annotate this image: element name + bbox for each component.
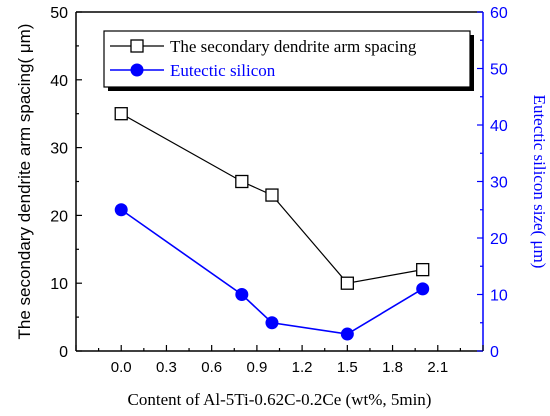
legend-marker-circle xyxy=(130,63,144,77)
data-point-circle xyxy=(416,282,430,296)
data-point-circle xyxy=(340,327,354,341)
y-right-tick-label: 0 xyxy=(490,344,499,361)
y-left-tick-label: 50 xyxy=(50,5,68,22)
y-left-tick-label: 10 xyxy=(50,276,68,293)
x-tick-label: 0.6 xyxy=(201,359,222,376)
y-axis-right-label: Eutectic silicon size( μm) xyxy=(530,95,549,269)
axes-layer: 0 10 20 30 40 50 0 10 20 30 40 50 60 0.0 0.3 0.6 0.9 1.2 1… xyxy=(50,5,508,376)
legend-marker-square xyxy=(130,39,144,53)
series-line-eutectic-silicon xyxy=(120,209,424,335)
data-point-circle xyxy=(235,288,249,301)
y-right-tick-label: 50 xyxy=(490,62,508,79)
legend-label: The secondary dendrite arm spacing xyxy=(170,37,417,56)
legend: The secondary dendrite arm spacing Eutect… xyxy=(103,30,474,91)
x-tick-label: 0.3 xyxy=(156,359,177,376)
y-right-tick-label: 10 xyxy=(490,288,508,305)
y-axis-left-label: The secondary dendrite arm spacing( μm) xyxy=(15,24,34,340)
x-tick-label: 2.1 xyxy=(427,359,448,376)
data-point-square xyxy=(265,188,279,202)
y-right-tick-label: 20 xyxy=(490,231,508,248)
x-tick-label: 1.5 xyxy=(337,359,358,376)
y-left-tick-label: 20 xyxy=(50,208,68,225)
data-point-circle xyxy=(114,203,128,217)
data-point-square xyxy=(340,276,354,290)
axis-titles: The secondary dendrite arm spacing( μm) … xyxy=(15,24,549,409)
series-layer xyxy=(114,107,430,341)
legend-label: Eutectic silicon xyxy=(170,61,276,80)
x-tick-label: 1.2 xyxy=(292,359,313,376)
y-left-tick-label: 0 xyxy=(59,344,68,361)
data-point-square xyxy=(416,262,430,277)
data-point-square xyxy=(114,107,128,121)
y-left-tick-label: 40 xyxy=(50,73,68,90)
y-right-tick-label: 40 xyxy=(490,118,508,135)
x-axis-label: Content of Al-5Ti-0.62C-0.2Ce (wt%, 5min… xyxy=(128,390,432,409)
data-point-square xyxy=(235,174,249,189)
data-point-circle xyxy=(265,316,279,330)
x-tick-label: 1.8 xyxy=(382,359,403,376)
y-left-tick-label: 30 xyxy=(50,141,68,158)
x-tick-label: 0.9 xyxy=(246,359,267,376)
legend-box xyxy=(103,30,471,88)
y-right-tick-label: 30 xyxy=(490,175,508,192)
x-tick-label: 0.0 xyxy=(111,359,132,376)
y-right-tick-label: 60 xyxy=(490,5,508,22)
